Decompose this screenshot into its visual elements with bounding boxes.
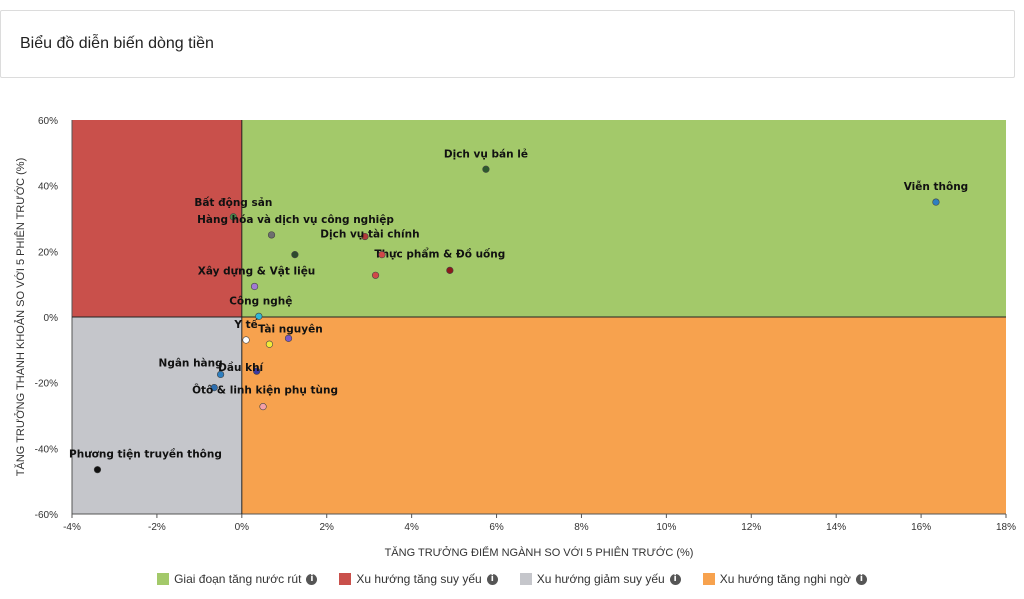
data-point bbox=[259, 403, 267, 411]
quadrant-sprint bbox=[241, 120, 1006, 317]
data-point-label: Dịch vụ tài chính bbox=[320, 229, 419, 241]
y-tick-label: 20% bbox=[38, 247, 58, 258]
data-point bbox=[210, 383, 218, 392]
y-tick-label: -40% bbox=[35, 444, 58, 455]
y-axis-title: TĂNG TRƯỞNG THANH KHOẢN SO VỚI 5 PHIÊN T… bbox=[14, 158, 27, 476]
data-point-label: Phương tiện truyền thông bbox=[69, 448, 222, 461]
data-point bbox=[93, 466, 102, 474]
info-icon[interactable]: i bbox=[486, 573, 498, 585]
data-point-label: Ôtô & linh kiện phụ tùng bbox=[192, 384, 338, 397]
data-point-label: Dầu khí bbox=[218, 362, 264, 374]
data-point-label: Hàng hóa và dịch vụ công nghiệp bbox=[197, 214, 394, 226]
info-icon[interactable]: i bbox=[669, 573, 681, 585]
y-tick-label: -20% bbox=[35, 379, 58, 390]
legend-label: Xu hướng tăng nghi ngờ bbox=[719, 572, 851, 586]
data-point bbox=[378, 251, 386, 259]
chart-card-header: Biểu đồ diễn biến dòng tiền bbox=[0, 10, 1015, 78]
data-point bbox=[284, 334, 293, 342]
x-tick-label: 10% bbox=[656, 522, 676, 533]
data-point-label: Viễn thông bbox=[904, 180, 969, 193]
y-tick-label: 0% bbox=[44, 313, 59, 324]
x-tick-label: 8% bbox=[574, 522, 589, 533]
legend-item-doubtful-up[interactable]: Xu hướng tăng nghi ngờ i bbox=[702, 572, 867, 586]
data-point-label: Công nghệ bbox=[229, 295, 292, 307]
x-tick-label: 16% bbox=[911, 522, 931, 533]
data-point bbox=[250, 282, 259, 291]
data-point bbox=[229, 213, 237, 221]
x-axis-title: TĂNG TRƯỞNG ĐIỂM NGÀNH SO VỚI 5 PHIÊN TR… bbox=[385, 546, 694, 559]
data-point-label: Xây dựng & Vật liệu bbox=[198, 265, 316, 277]
legend-item-sprint[interactable]: Giai đoạn tăng nước rút i bbox=[157, 572, 318, 586]
data-point bbox=[361, 232, 369, 241]
x-tick-label: 4% bbox=[404, 522, 419, 533]
legend-label: Giai đoạn tăng nước rút bbox=[174, 572, 302, 586]
data-point bbox=[265, 340, 274, 348]
money-flow-scatter-chart: -4% -2% 0% 2% 4% 6% 8% 10% 12% 14% 16% 18% -60% -40% -… bbox=[14, 116, 1016, 559]
x-tick-label: 2% bbox=[320, 522, 335, 533]
legend-label: Xu hướng tăng suy yếu bbox=[356, 572, 482, 586]
data-point bbox=[482, 165, 490, 173]
data-point-label: Dịch vụ bán lẻ bbox=[444, 148, 528, 160]
legend-swatch bbox=[339, 573, 352, 585]
x-tick-label: 14% bbox=[826, 522, 846, 533]
x-tick-label: -4% bbox=[63, 522, 81, 533]
data-point bbox=[932, 198, 940, 206]
x-tick-label: -2% bbox=[148, 522, 166, 533]
data-point-label: Bất động sản bbox=[194, 196, 272, 209]
data-point bbox=[267, 231, 276, 239]
data-point bbox=[216, 370, 225, 379]
data-point bbox=[242, 336, 250, 344]
info-icon[interactable]: i bbox=[306, 573, 318, 585]
page-title: Biểu đồ diễn biến dòng tiền bbox=[20, 35, 214, 52]
chart-legend: Giai đoạn tăng nước rút i Xu hướng tăng … bbox=[0, 572, 1024, 586]
data-point bbox=[371, 271, 380, 279]
data-point bbox=[446, 266, 454, 274]
x-tick-label: 12% bbox=[741, 522, 761, 533]
legend-item-weakening-down[interactable]: Xu hướng giảm suy yếu i bbox=[519, 572, 681, 586]
data-point bbox=[255, 312, 263, 320]
data-point-label: Tài nguyên bbox=[258, 323, 323, 335]
data-point-label: Thực phẩm & Đồ uống bbox=[374, 247, 505, 260]
quadrant-doubtful-up bbox=[241, 317, 1006, 514]
x-tick-label: 0% bbox=[235, 522, 250, 533]
x-tick-label: 6% bbox=[489, 522, 504, 533]
legend-swatch bbox=[519, 573, 532, 585]
legend-swatch bbox=[157, 573, 170, 585]
y-tick-label: -60% bbox=[35, 510, 58, 521]
quadrant-weakening-down bbox=[72, 317, 242, 514]
legend-label: Xu hướng giảm suy yếu bbox=[536, 572, 665, 586]
info-icon[interactable]: i bbox=[855, 573, 867, 585]
data-point bbox=[253, 367, 261, 375]
data-point-label: Y tế bbox=[233, 318, 258, 331]
y-tick-label: 60% bbox=[38, 116, 58, 127]
data-point bbox=[291, 251, 299, 259]
data-point-label: Ngân hàng bbox=[159, 357, 223, 369]
legend-item-weakening-up[interactable]: Xu hướng tăng suy yếu i bbox=[339, 572, 498, 586]
x-tick-label: 18% bbox=[996, 522, 1016, 533]
quadrant-weakening-up bbox=[72, 120, 242, 317]
legend-swatch bbox=[702, 573, 715, 585]
y-tick-label: 40% bbox=[38, 182, 58, 193]
